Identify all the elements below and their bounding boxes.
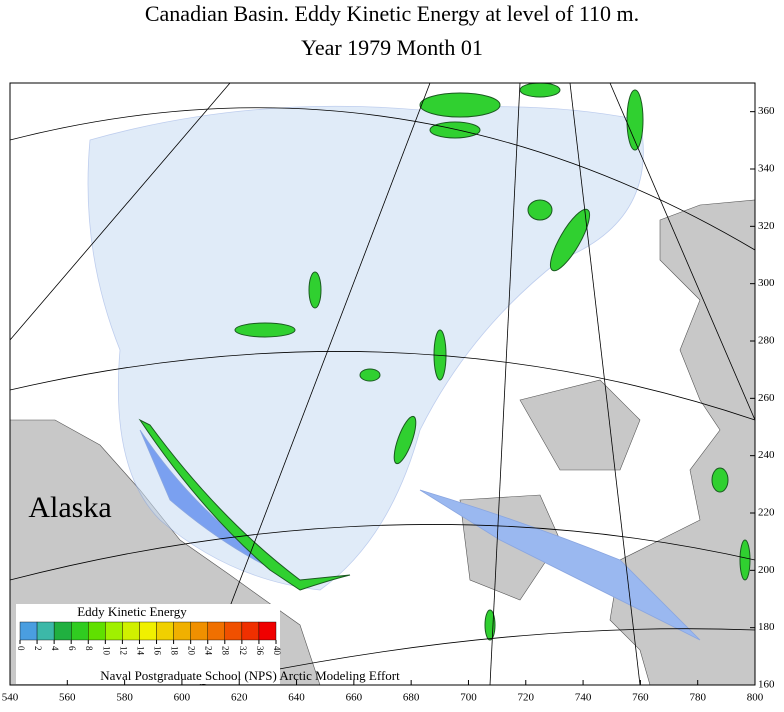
x-tick-label: 760	[632, 692, 649, 704]
colorbar-tick-label: 18	[170, 646, 180, 656]
x-tick-label: 640	[288, 692, 305, 704]
y-tick-label: 160	[758, 679, 775, 691]
land	[519, 379, 641, 471]
axes: 540 560 580 600 620 640 660 680 700 720 740 760 780 8…	[2, 105, 775, 703]
legend-box	[16, 604, 280, 684]
y-tick-label: 240	[758, 449, 775, 461]
colorbar-tick-label: 14	[135, 646, 145, 656]
x-tick-label: 560	[59, 692, 76, 704]
x-tick-label: 720	[518, 692, 535, 704]
colorbar-segment	[105, 621, 123, 641]
colorbar: 0 2 4 6 8 10 12 14 16 18 20 24 28 32 36 40	[16, 621, 282, 656]
title-line: Canadian Basin. Eddy Kinetic Energy at l…	[145, 1, 639, 26]
colorbar-segment	[53, 621, 72, 641]
x-tick-label: 800	[747, 692, 764, 704]
colorbar-segment	[88, 621, 106, 641]
colorbar-tick-label: 10	[101, 646, 111, 656]
colorbar-segment	[207, 621, 226, 641]
colorbar-segment	[241, 621, 260, 641]
y-tick-label: 180	[758, 621, 775, 633]
map-area	[9, 82, 756, 686]
y-tick-label: 280	[758, 335, 775, 347]
graticule	[9, 82, 756, 686]
eddy-core	[138, 82, 751, 641]
colorbar-tick-label: 6	[67, 646, 77, 651]
colorbar-tick-label: 16	[152, 646, 162, 656]
x-tick-label: 600	[174, 692, 191, 704]
map-frame	[9, 82, 756, 686]
colorbar-tick-label: 8	[84, 646, 94, 651]
colorbar-segment	[224, 621, 243, 641]
y-tick-label: 220	[758, 507, 775, 519]
colorbar-tick-label: 40	[272, 646, 282, 656]
y-tick-label: 200	[758, 564, 775, 576]
colorbar-tick-label: 20	[187, 646, 197, 656]
colorbar-tick-label: 12	[118, 646, 128, 655]
x-tick-label: 680	[403, 692, 420, 704]
credit: Naval Postgraduate School (NPS) Arctic M…	[100, 668, 400, 683]
x-tick-label: 780	[689, 692, 706, 704]
y-tick-label: 340	[758, 163, 775, 175]
colorbar-segment	[36, 621, 55, 641]
colorbar-tick-label: 28	[221, 646, 231, 656]
colorbar-segment	[70, 621, 89, 641]
y-tick-label: 360	[758, 105, 775, 117]
title-line: Year 1979 Month 01	[301, 35, 483, 60]
eddy-field	[87, 105, 701, 641]
x-tick-label: 540	[2, 692, 19, 704]
colorbar-segment	[258, 621, 277, 641]
y-tick-label: 320	[758, 220, 775, 232]
y-tick-label: 300	[758, 277, 775, 289]
y-tick-label: 260	[758, 392, 775, 404]
region-label: Alaska	[28, 491, 111, 524]
colorbar-segment	[122, 621, 140, 641]
colorbar-segment	[156, 621, 174, 641]
x-tick-label: 620	[231, 692, 248, 704]
colorbar-tick-label: 2	[33, 646, 43, 651]
colorbar-segment	[173, 621, 191, 641]
colorbar-tick-label: 36	[255, 646, 265, 656]
colorbar-segment	[19, 621, 38, 641]
x-tick-label: 660	[346, 692, 363, 704]
colorbar-tick-label: 4	[50, 646, 60, 651]
colorbar-tick-label: 24	[204, 646, 214, 656]
x-tick-label: 580	[116, 692, 133, 704]
x-tick-label: 740	[575, 692, 592, 704]
colorbar-title: Eddy Kinetic Energy	[77, 604, 187, 619]
colorbar-segment	[139, 621, 157, 641]
colorbar-segment	[190, 621, 208, 641]
x-tick-label: 700	[460, 692, 477, 704]
colorbar-tick-label: 32	[238, 646, 248, 655]
colorbar-tick-label: 0	[16, 646, 26, 651]
